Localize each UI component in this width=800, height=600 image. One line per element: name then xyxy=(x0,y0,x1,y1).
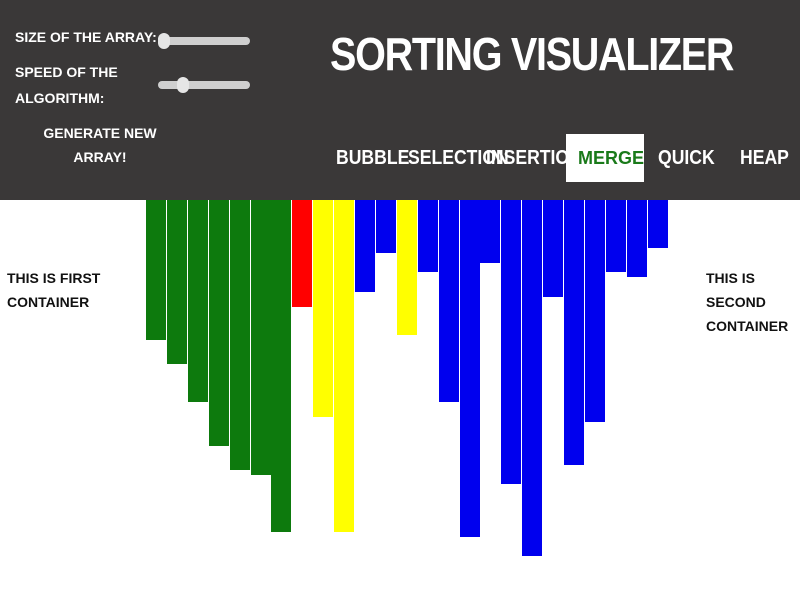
array-bar xyxy=(438,200,459,402)
array-bar xyxy=(459,200,480,537)
array-bar xyxy=(229,200,250,470)
array-size-label: SIZE OF THE ARRAY: xyxy=(15,29,157,45)
page-title: SORTING VISUALIZER xyxy=(330,28,734,80)
array-bar xyxy=(480,200,501,263)
array-bar xyxy=(647,200,668,248)
array-bar xyxy=(605,200,626,272)
array-bar xyxy=(208,200,229,446)
array-bars-container xyxy=(0,200,800,600)
quick-sort-button[interactable]: QUICK xyxy=(658,147,715,169)
array-bar xyxy=(522,200,543,556)
heap-sort-button[interactable]: HEAP xyxy=(740,147,789,169)
array-bar xyxy=(355,200,375,292)
array-bar xyxy=(292,200,313,307)
array-size-slider[interactable] xyxy=(158,33,250,49)
array-bar xyxy=(417,200,438,272)
array-bar xyxy=(501,200,522,484)
array-bar xyxy=(146,200,166,340)
speed-label: SPEED OF THE ALGORITHM: xyxy=(15,64,118,106)
array-bar xyxy=(187,200,208,402)
selection-sort-button[interactable]: SELECTION xyxy=(408,147,509,169)
array-bar xyxy=(564,200,584,465)
bubble-sort-button[interactable]: BUBBLE xyxy=(336,147,410,169)
header-bar: SIZE OF THE ARRAY: SPEED OF THE ALGORITH… xyxy=(0,0,800,200)
array-bar xyxy=(396,200,417,335)
first-container-label: THIS IS FIRST CONTAINER xyxy=(7,270,101,310)
array-bar xyxy=(626,200,647,277)
insertion-sort-button[interactable]: INSERTION xyxy=(486,147,582,169)
array-bar xyxy=(584,200,605,422)
array-bar xyxy=(375,200,396,253)
generate-new-array-button[interactable]: GENERATE NEW ARRAY! xyxy=(43,125,157,165)
array-bar xyxy=(313,200,334,417)
array-bar xyxy=(166,200,187,364)
array-bar xyxy=(543,200,564,297)
array-bar xyxy=(271,200,292,532)
speed-slider[interactable] xyxy=(158,77,250,93)
array-bar xyxy=(334,200,355,532)
second-container-label: THIS IS SECOND CONTAINER xyxy=(706,270,789,334)
merge-sort-button[interactable]: MERGE xyxy=(566,134,644,182)
speed-slider-thumb[interactable] xyxy=(177,77,189,93)
array-size-slider-thumb[interactable] xyxy=(158,33,170,49)
array-bar xyxy=(250,200,271,475)
